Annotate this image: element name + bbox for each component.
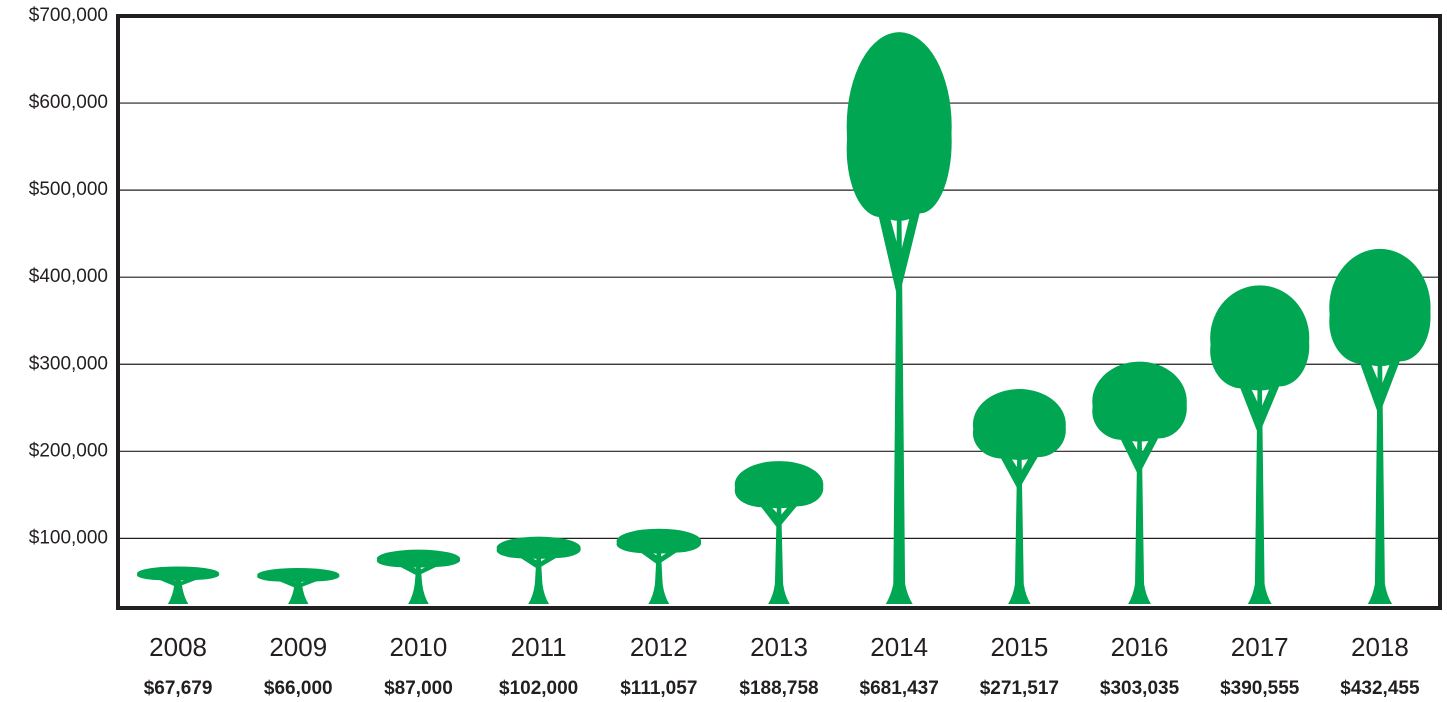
y-tick-label: $200,000 xyxy=(29,440,108,461)
tree xyxy=(616,528,702,604)
x-tick-label: 2015 xyxy=(990,632,1048,662)
value-label: $432,455 xyxy=(1340,678,1420,699)
tree-canopy xyxy=(650,533,702,553)
y-tick-label: $100,000 xyxy=(29,527,108,548)
value-label: $87,000 xyxy=(384,678,453,699)
x-tick-label: 2009 xyxy=(269,632,327,662)
tree-trunk xyxy=(1128,425,1151,604)
tree-trunk xyxy=(768,498,790,604)
tree xyxy=(1210,285,1310,604)
tree xyxy=(496,536,581,604)
tree-trunk xyxy=(528,554,550,604)
tree-canopy xyxy=(1130,377,1187,439)
tree-trunk xyxy=(408,564,429,604)
x-tick-label: 2011 xyxy=(511,632,567,662)
tree-trunk xyxy=(885,183,913,605)
tree xyxy=(1092,361,1187,604)
tree-canopy xyxy=(410,553,461,567)
x-tick-label: 2016 xyxy=(1111,632,1169,662)
tree-canopy xyxy=(888,69,952,214)
value-label: $303,035 xyxy=(1100,678,1180,699)
tree-canopy xyxy=(1010,403,1066,458)
tree-trunk xyxy=(648,548,670,604)
tree-trunk xyxy=(1247,369,1272,604)
y-tick-label: $700,000 xyxy=(29,5,108,26)
value-label: $681,437 xyxy=(860,678,939,699)
y-tick-label: $300,000 xyxy=(29,353,108,374)
value-label: $188,758 xyxy=(739,678,818,699)
tree xyxy=(376,549,461,604)
x-tick-label: 2018 xyxy=(1351,632,1409,662)
tree-trunk xyxy=(1367,342,1393,604)
value-label: $111,057 xyxy=(620,678,697,699)
tree xyxy=(846,32,952,605)
x-tick-label: 2010 xyxy=(390,632,448,662)
tree-canopy xyxy=(530,541,581,558)
tree-trunk xyxy=(288,579,309,604)
x-tick-label: 2008 xyxy=(149,632,207,662)
value-label: $102,000 xyxy=(499,678,578,699)
tree xyxy=(257,567,340,604)
tree-canopy xyxy=(290,570,340,582)
value-label: $66,000 xyxy=(264,678,333,699)
tree-canopy xyxy=(1369,272,1431,362)
x-tick-label: 2012 xyxy=(630,632,688,662)
tree-canopy xyxy=(770,470,824,507)
tree xyxy=(136,566,220,604)
tree xyxy=(972,389,1066,604)
x-tick-label: 2017 xyxy=(1231,632,1289,662)
tree-trunk xyxy=(1008,445,1031,604)
value-label: $271,517 xyxy=(980,678,1059,699)
y-tick-label: $600,000 xyxy=(29,92,108,113)
tree-trunk xyxy=(167,577,189,604)
y-tick-label: $400,000 xyxy=(29,266,108,287)
tree-canopy xyxy=(1249,306,1310,387)
x-tick-label: 2014 xyxy=(870,632,928,662)
y-tick-label: $500,000 xyxy=(29,179,108,200)
tree xyxy=(734,461,824,604)
tree-canopy xyxy=(169,569,220,580)
x-tick-label: 2013 xyxy=(750,632,808,662)
value-label: $390,555 xyxy=(1220,678,1300,699)
tree xyxy=(1329,248,1431,604)
value-label: $67,679 xyxy=(144,678,213,699)
